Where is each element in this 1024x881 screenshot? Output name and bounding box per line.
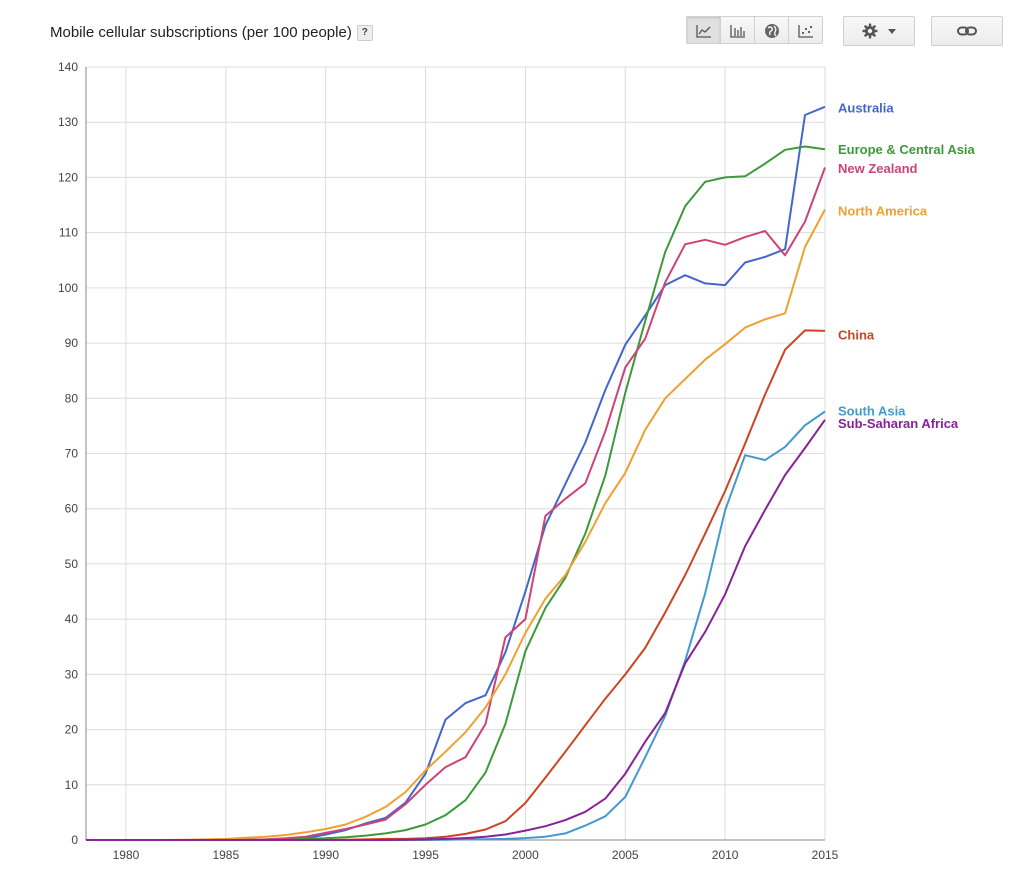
legend-label-sub-saharan-africa[interactable]: Sub-Saharan Africa bbox=[838, 416, 959, 431]
y-tick-label: 0 bbox=[71, 833, 78, 847]
line-chart-icon[interactable] bbox=[687, 17, 721, 43]
x-tick-label: 2015 bbox=[812, 848, 839, 862]
series-line-south-asia[interactable] bbox=[86, 410, 826, 841]
link-button[interactable] bbox=[931, 16, 1003, 46]
y-tick-label: 40 bbox=[65, 612, 79, 626]
legend-label-north-america[interactable]: North America bbox=[838, 204, 928, 219]
chart-legend: Australia Europe & Central Asia New Zealan… bbox=[838, 100, 976, 431]
series-line-europe-central-asia[interactable] bbox=[86, 145, 826, 841]
y-tick-label: 10 bbox=[65, 778, 79, 792]
share-link bbox=[931, 16, 1003, 46]
y-tick-label: 110 bbox=[59, 226, 78, 240]
y-tick-label: 90 bbox=[65, 336, 79, 350]
bar-chart-icon[interactable] bbox=[721, 17, 755, 43]
legend-label-china[interactable]: China bbox=[838, 327, 875, 342]
y-tick-label: 30 bbox=[65, 667, 79, 681]
legend-label-europe-central-asia[interactable]: Europe & Central Asia bbox=[838, 142, 976, 157]
series-line-australia[interactable] bbox=[86, 105, 826, 841]
y-tick-label: 130 bbox=[58, 115, 78, 129]
y-tick-label: 80 bbox=[65, 391, 79, 405]
help-button[interactable]: ? bbox=[356, 24, 373, 41]
settings-button[interactable] bbox=[843, 16, 915, 46]
series-line-sub-saharan-africa[interactable] bbox=[86, 419, 826, 841]
legend-label-south-asia[interactable]: South Asia bbox=[838, 404, 906, 419]
chart-title-row: Mobile cellular subscriptions (per 100 p… bbox=[50, 24, 373, 41]
x-tick-label: 1995 bbox=[412, 848, 439, 862]
series-line-new-zealand[interactable] bbox=[86, 167, 826, 841]
x-tick-label: 2010 bbox=[712, 848, 739, 862]
y-tick-label: 140 bbox=[58, 60, 78, 74]
y-tick-label: 60 bbox=[65, 502, 79, 516]
chart-type-switcher bbox=[686, 16, 823, 44]
link-icon bbox=[957, 26, 977, 36]
x-tick-label: 1990 bbox=[312, 848, 339, 862]
gear-icon bbox=[862, 23, 878, 39]
y-tick-label: 20 bbox=[65, 723, 79, 737]
map-icon[interactable] bbox=[755, 17, 789, 43]
legend-label-australia[interactable]: Australia bbox=[838, 100, 894, 115]
chart-axes: 0 10 20 30 40 50 60 70 80 90 100 110 120 130 140 1980 19… bbox=[58, 60, 839, 862]
y-tick-label: 70 bbox=[65, 447, 79, 461]
settings-menu bbox=[843, 16, 915, 46]
x-tick-label: 1985 bbox=[212, 848, 239, 862]
chart-grid bbox=[86, 66, 826, 841]
page-title: Mobile cellular subscriptions (per 100 p… bbox=[50, 24, 352, 41]
legend-label-new-zealand[interactable]: New Zealand bbox=[838, 161, 918, 176]
x-tick-label: 2000 bbox=[512, 848, 539, 862]
scatter-icon[interactable] bbox=[789, 17, 822, 43]
series-line-north-america[interactable] bbox=[86, 209, 826, 841]
series-line-china[interactable] bbox=[86, 329, 826, 841]
x-tick-label: 1980 bbox=[113, 848, 140, 862]
y-tick-label: 50 bbox=[65, 557, 79, 571]
y-tick-label: 120 bbox=[58, 170, 78, 184]
y-tick-label: 100 bbox=[58, 281, 78, 295]
chart-series bbox=[86, 105, 826, 841]
caret-down-icon bbox=[888, 28, 896, 34]
x-tick-label: 2005 bbox=[612, 848, 639, 862]
